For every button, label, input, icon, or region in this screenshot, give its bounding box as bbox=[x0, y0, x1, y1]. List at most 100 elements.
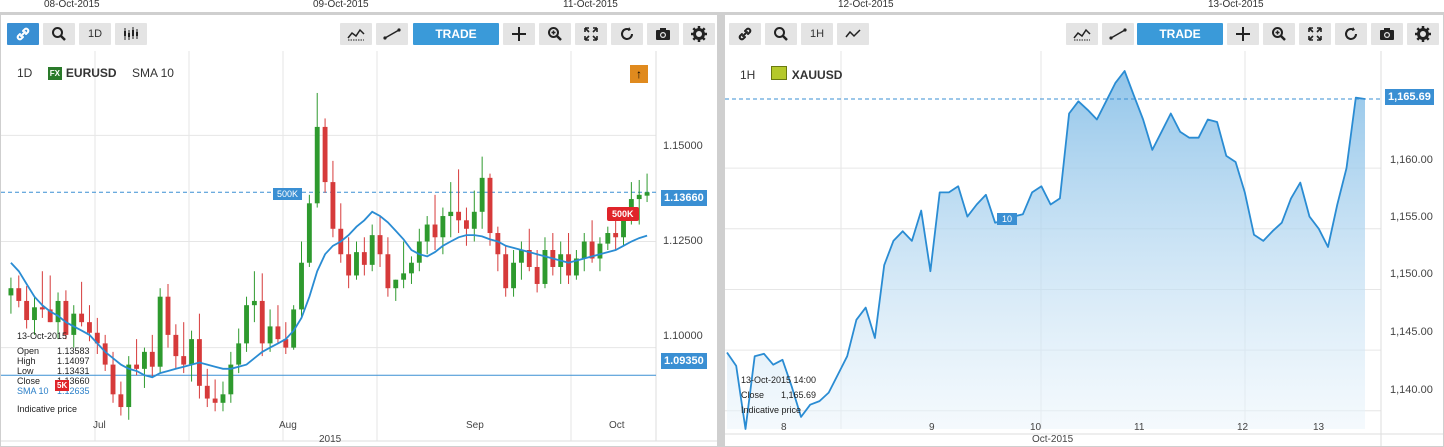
x-tick: Sep bbox=[466, 420, 484, 431]
info-date: 13-Oct-2015 bbox=[17, 331, 68, 341]
eurusd-chart-panel: 1D TRADE 1D FX EURUSD bbox=[0, 14, 718, 447]
crosshair-button[interactable] bbox=[503, 23, 535, 45]
candle-body bbox=[479, 177, 485, 212]
order-marker-left[interactable]: 500K bbox=[273, 188, 303, 200]
trade-button[interactable]: TRADE bbox=[1137, 23, 1223, 45]
candle-body bbox=[314, 126, 320, 204]
y-tick: 1,145.00 bbox=[1390, 326, 1433, 338]
top-date: 11-Oct-2015 bbox=[563, 0, 618, 10]
candle-body bbox=[432, 224, 438, 238]
legend-symbol[interactable]: EURUSD bbox=[65, 66, 117, 80]
order-marker-5k[interactable]: 5K bbox=[55, 380, 70, 391]
price-line bbox=[726, 70, 1366, 430]
refresh-button[interactable] bbox=[611, 23, 643, 45]
zoom-in-button[interactable] bbox=[539, 23, 571, 45]
candle-body bbox=[32, 307, 37, 321]
fullscreen-button[interactable] bbox=[575, 23, 607, 45]
line-chart-icon bbox=[845, 29, 861, 38]
x-tick: 13 bbox=[1313, 422, 1325, 433]
candle-body bbox=[244, 305, 249, 344]
candle-body bbox=[566, 254, 571, 276]
top-date: 13-Oct-2015 bbox=[1208, 0, 1264, 10]
info-value: 1,165.69 bbox=[781, 390, 817, 400]
indicators-button[interactable] bbox=[340, 23, 372, 45]
trendline-icon bbox=[383, 28, 401, 40]
gold-badge-icon bbox=[770, 66, 787, 80]
candle-body bbox=[87, 322, 92, 333]
candle-body bbox=[102, 343, 108, 365]
timeframe-button[interactable]: 1H bbox=[801, 23, 833, 45]
left-legend: 1D FX EURUSD SMA 10 bbox=[17, 66, 174, 80]
x-tick: 11 bbox=[1134, 422, 1145, 433]
info-label: Open bbox=[17, 346, 40, 356]
crosshair-button[interactable] bbox=[1227, 23, 1259, 45]
x-year: 2015 bbox=[319, 434, 342, 445]
indicators-button[interactable] bbox=[1066, 23, 1098, 45]
info-date: 13-Oct-2015 14:00 bbox=[741, 375, 817, 385]
settings-button[interactable] bbox=[1407, 23, 1439, 45]
candle-body bbox=[204, 385, 210, 399]
settings-button[interactable] bbox=[683, 23, 715, 45]
legend-interval: 1H bbox=[740, 68, 756, 82]
link-button[interactable] bbox=[7, 23, 39, 45]
candle-body bbox=[212, 398, 218, 403]
fullscreen-button[interactable] bbox=[1299, 23, 1331, 45]
candle-body bbox=[401, 273, 407, 280]
candle-body bbox=[464, 220, 469, 229]
zoom-in-icon bbox=[548, 27, 562, 41]
indicators-icon bbox=[347, 28, 365, 41]
search-button[interactable] bbox=[765, 23, 797, 45]
candle-body bbox=[346, 254, 352, 276]
candle-body bbox=[267, 326, 273, 344]
candle-body bbox=[511, 262, 516, 289]
x-tick: Oct bbox=[609, 420, 625, 431]
x-tick: Jul bbox=[93, 420, 106, 431]
legend-indicator[interactable]: SMA 10 bbox=[131, 66, 174, 80]
trade-button[interactable]: TRADE bbox=[413, 23, 499, 45]
link-button[interactable] bbox=[729, 23, 761, 45]
scroll-up-arrow-icon[interactable]: ↑ bbox=[630, 65, 648, 83]
camera-icon bbox=[1380, 28, 1394, 40]
zoom-in-button[interactable] bbox=[1263, 23, 1295, 45]
info-value: 1.12635 bbox=[57, 386, 90, 396]
indicator-marker[interactable]: 10 bbox=[997, 213, 1018, 225]
gear-icon bbox=[691, 26, 707, 42]
draw-line-button[interactable] bbox=[376, 23, 408, 45]
candle-body bbox=[8, 288, 14, 296]
x-tick: 12 bbox=[1237, 422, 1249, 433]
search-icon bbox=[774, 27, 788, 41]
timeframe-button[interactable]: 1D bbox=[79, 23, 111, 45]
screenshot-button[interactable] bbox=[1371, 23, 1403, 45]
candle-body bbox=[55, 300, 61, 323]
candle-body bbox=[299, 262, 304, 310]
info-label: Close bbox=[741, 390, 765, 400]
refresh-button[interactable] bbox=[1335, 23, 1367, 45]
xauusd-chart-panel: 1H TRADE 1H XAUUSD bbox=[724, 14, 1444, 447]
candle-body bbox=[605, 233, 611, 244]
x-tick: Aug bbox=[279, 420, 297, 431]
chart-type-button[interactable] bbox=[115, 23, 147, 45]
order-marker-right[interactable]: 500K bbox=[607, 207, 639, 221]
candle-body bbox=[71, 313, 77, 335]
search-icon bbox=[52, 27, 66, 41]
eurusd-plot[interactable] bbox=[1, 51, 718, 447]
horizontal-line-price-tag[interactable]: 1.09350 bbox=[661, 353, 707, 369]
left-toolbar: 1D TRADE bbox=[1, 15, 717, 51]
right-toolbar: 1H TRADE bbox=[725, 15, 1443, 51]
chart-type-button[interactable] bbox=[837, 23, 869, 45]
candle-body bbox=[39, 307, 45, 310]
refresh-icon bbox=[621, 27, 633, 40]
search-button[interactable] bbox=[43, 23, 75, 45]
legend-interval: 1D bbox=[17, 66, 33, 80]
link-icon bbox=[16, 27, 30, 41]
xauusd-plot[interactable] bbox=[725, 51, 1444, 447]
candle-body bbox=[573, 258, 579, 276]
fx-badge: FX bbox=[47, 67, 62, 80]
expand-icon bbox=[584, 27, 598, 41]
info-value: 1.13583 bbox=[57, 346, 90, 356]
draw-line-button[interactable] bbox=[1102, 23, 1134, 45]
legend-symbol[interactable]: XAUUSD bbox=[791, 68, 843, 82]
screenshot-button[interactable] bbox=[647, 23, 679, 45]
candle-body bbox=[173, 334, 179, 357]
camera-icon bbox=[656, 28, 670, 40]
